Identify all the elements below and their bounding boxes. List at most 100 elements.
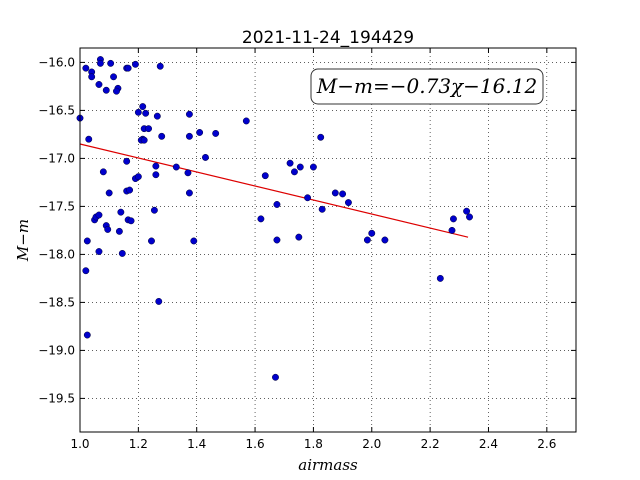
fit-equation-box: M−m=−0.73χ−16.12: [310, 68, 544, 105]
data-point: [107, 59, 115, 67]
data-point: [82, 267, 90, 275]
data-point: [150, 206, 158, 214]
data-point: [113, 87, 120, 95]
data-point: [212, 129, 220, 137]
data-point: [368, 229, 376, 237]
data-point: [466, 213, 473, 221]
data-point: [257, 215, 265, 223]
data-point: [96, 59, 104, 67]
y-tick-label: −19.0: [38, 343, 75, 357]
data-point: [185, 132, 193, 140]
chart-title: 2021-11-24_194429: [242, 28, 414, 48]
data-point: [95, 248, 103, 255]
data-point: [102, 86, 110, 94]
plot-frame: [79, 47, 577, 433]
y-axis-label: M−m: [14, 219, 32, 262]
data-point: [110, 73, 118, 81]
data-point: [115, 227, 123, 235]
data-point: [304, 194, 312, 202]
data-point: [152, 162, 160, 170]
y-tick-label: −18.0: [38, 247, 75, 261]
data-point: [153, 112, 161, 120]
data-point: [290, 168, 298, 176]
y-ticks: −16.0 −16.5 −17.0 −17.5 −18.0 −18.5 −19.0 −19.5: [38, 55, 576, 405]
data-point: [272, 373, 279, 381]
data-point: [134, 173, 142, 181]
data-point: [118, 249, 126, 257]
data-point: [124, 64, 132, 72]
data-point: [155, 297, 163, 305]
data-point: [105, 189, 113, 197]
y-tick-label: −16.5: [38, 103, 75, 117]
data-point: [185, 110, 193, 118]
data-point: [463, 207, 471, 215]
x-tick-label: 2.4: [479, 437, 498, 451]
data-point: [184, 169, 192, 177]
x-ticks: 1.0 1.2 1.4 1.6 1.8 2.0 2.2 2.4 2.6: [70, 48, 556, 451]
y-tick-label: −16.0: [38, 55, 75, 69]
plot-area: [80, 48, 576, 432]
y-tick-label: −18.5: [38, 295, 75, 309]
data-point: [309, 163, 317, 171]
data-point: [261, 172, 269, 180]
data-point: [190, 237, 198, 245]
data-point: [450, 215, 457, 223]
data-point: [83, 237, 91, 245]
data-point: [381, 236, 389, 244]
x-tick-label: 2.2: [421, 437, 440, 451]
data-point: [339, 190, 347, 198]
data-point: [83, 331, 91, 339]
data-point: [140, 136, 148, 144]
x-tick-label: 1.0: [70, 437, 89, 451]
y-tick-label: −17.0: [38, 151, 75, 165]
data-points: [76, 56, 473, 381]
data-point: [196, 129, 204, 136]
data-point: [99, 168, 107, 176]
x-tick-label: 1.4: [187, 437, 206, 451]
data-point: [317, 133, 325, 141]
data-point: [242, 117, 250, 125]
data-point: [436, 274, 444, 282]
data-point: [117, 208, 125, 216]
data-point: [104, 225, 112, 233]
data-point: [185, 189, 193, 197]
x-tick-label: 2.6: [537, 437, 556, 451]
data-point: [318, 205, 326, 213]
x-tick-label: 1.2: [129, 437, 148, 451]
data-point: [127, 217, 135, 225]
data-point: [145, 125, 153, 133]
data-point: [295, 233, 303, 241]
data-point: [152, 171, 160, 179]
data-point: [134, 108, 142, 116]
x-axis-label: airmass: [298, 456, 358, 474]
data-point: [131, 60, 139, 68]
data-point: [139, 103, 147, 111]
data-point: [273, 236, 281, 244]
data-point: [123, 157, 131, 165]
data-point: [142, 109, 150, 117]
data-point: [202, 153, 209, 161]
x-tick-label: 2.0: [362, 437, 381, 451]
data-point: [331, 189, 339, 197]
data-point: [273, 201, 281, 208]
data-point: [95, 211, 103, 219]
fit-equation: M−m=−0.73χ−16.12: [316, 74, 537, 98]
data-point: [158, 132, 166, 140]
data-point: [286, 159, 294, 167]
data-point: [85, 135, 93, 143]
data-point: [82, 64, 90, 72]
data-point: [448, 226, 456, 234]
data-point: [88, 73, 96, 81]
data-point: [126, 186, 134, 194]
y-tick-label: −19.5: [38, 391, 75, 405]
data-point: [296, 163, 304, 171]
data-point: [148, 237, 155, 245]
data-point: [172, 163, 180, 171]
x-tick-label: 1.6: [246, 437, 265, 451]
data-point: [156, 62, 164, 70]
data-point: [363, 236, 371, 244]
x-tick-label: 1.8: [304, 437, 323, 451]
data-point: [344, 199, 352, 207]
y-tick-label: −17.5: [38, 199, 75, 213]
